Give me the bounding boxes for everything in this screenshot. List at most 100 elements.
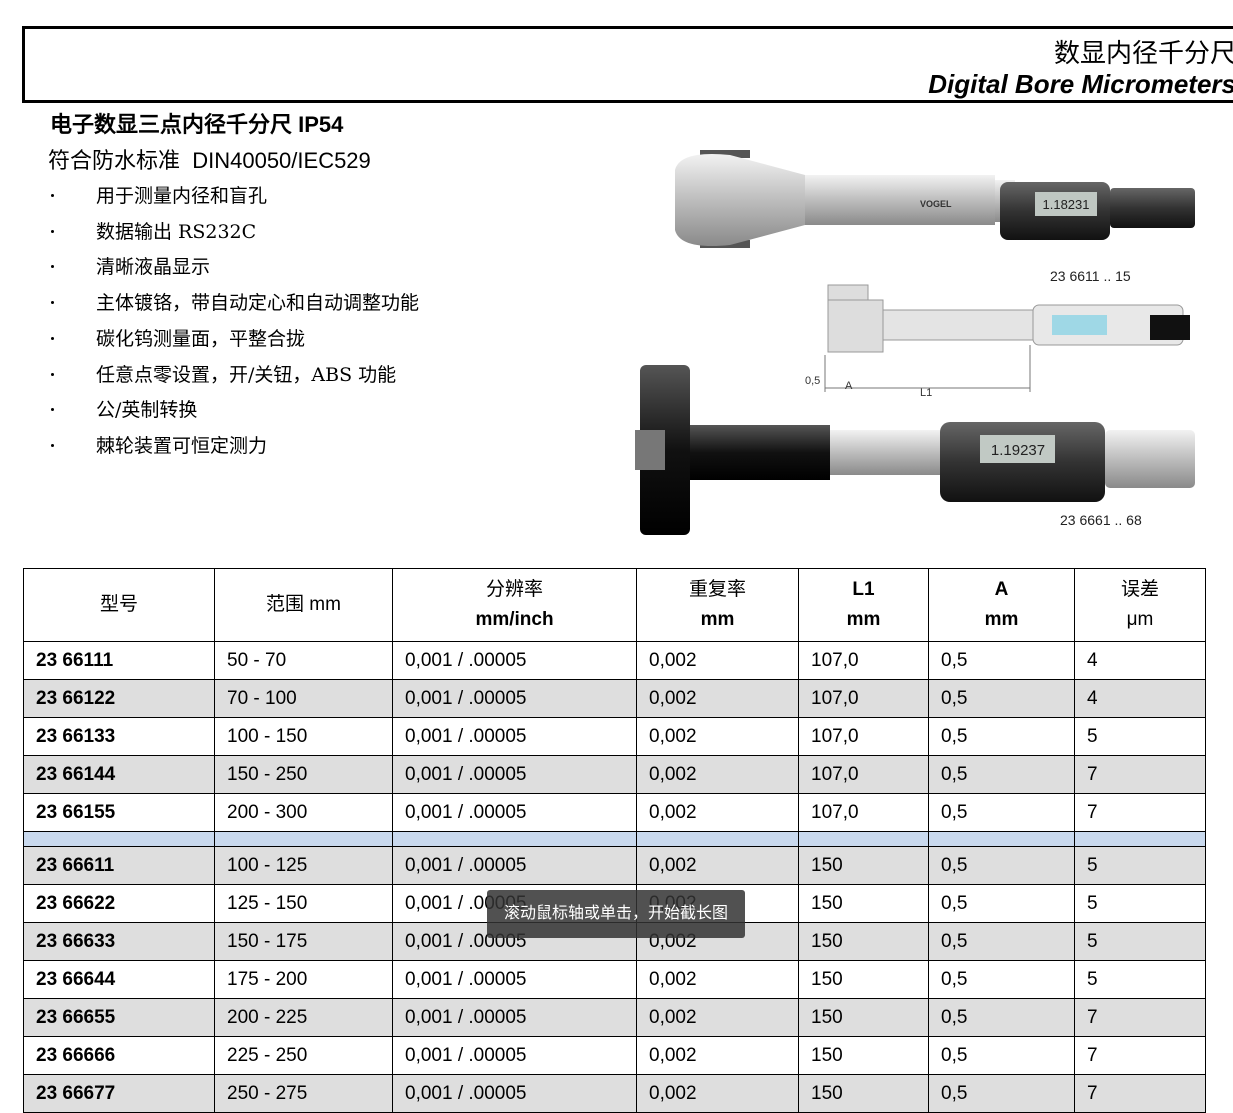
bullet-dot	[51, 336, 54, 340]
table-cell: 5	[1074, 717, 1206, 756]
model-cell: 23 66122	[23, 679, 215, 718]
header-line: L1	[852, 579, 875, 600]
table-cell: 100 - 125	[214, 846, 393, 885]
table-cell: 0,001 / .00005	[392, 755, 637, 794]
table-cell: 0,002	[636, 960, 799, 999]
table-cell: 107,0	[798, 793, 929, 832]
table-cell: 225 - 250	[214, 1036, 393, 1075]
dim-value: 0,5	[805, 375, 820, 387]
table-cell: 7	[1074, 793, 1206, 832]
model-cell: 23 66611	[23, 846, 215, 885]
table-cell: 0,001 / .00005	[392, 960, 637, 999]
table-cell: 250 - 275	[214, 1074, 393, 1113]
header-line: mm	[700, 609, 735, 630]
table-cell: 4	[1074, 641, 1206, 680]
heading-code: IP54	[298, 112, 344, 137]
group-separator	[23, 831, 1206, 847]
table-cell: 0,002	[636, 846, 799, 885]
bullet-item: 清晰液晶显示	[96, 256, 211, 279]
separator-cell	[23, 831, 215, 847]
model-cell: 23 66155	[23, 793, 215, 832]
table-cell: 0,001 / .00005	[392, 641, 637, 680]
table-cell: 0,5	[928, 679, 1075, 718]
screenshot-toast[interactable]: 滚动鼠标轴或单击，开始截长图	[487, 890, 745, 938]
header-line: 误差	[1120, 579, 1159, 600]
table-cell: 0,5	[928, 846, 1075, 885]
bullet-dot	[51, 194, 54, 197]
bullet-item: 数据输出 RS232C	[96, 220, 257, 243]
table-row: 23 66644 175 - 200 0,001 / .00005 0,002 150 0…	[23, 960, 1206, 999]
table-cell: 0,5	[928, 755, 1075, 794]
separator-cell	[392, 831, 637, 847]
table-cell: 0,5	[928, 1074, 1075, 1113]
table-cell: 5	[1074, 884, 1206, 923]
table-cell: 0,002	[636, 755, 799, 794]
image-label: 23 6661 .. 68	[1060, 512, 1142, 528]
table-row: 23 66611 100 - 125 0,001 / .00005 0,002 150 0…	[23, 846, 1206, 885]
table-cell: 0,002	[636, 1074, 799, 1113]
table-cell: 7	[1074, 755, 1206, 794]
bullet-item: 任意点零设置，开/关钮，ABS 功能	[96, 363, 397, 386]
micrometer-3: 1.19237	[635, 365, 1195, 535]
model-cell: 23 66633	[23, 922, 215, 961]
bullet-item: 公/英制转换	[96, 399, 198, 422]
table-cell: 150	[798, 1036, 929, 1075]
table-cell: 7	[1074, 1074, 1206, 1113]
table-cell: 0,002	[636, 641, 799, 680]
header-box: 数显内径千分尺 Digital Bore Micrometers	[22, 26, 1233, 103]
header-line: A	[994, 579, 1009, 600]
header-line: 范围 mm	[266, 594, 341, 615]
model-cell: 23 66111	[23, 641, 215, 680]
column-header: 误差 μm	[1074, 568, 1206, 642]
separator-cell	[214, 831, 393, 847]
table-cell: 150	[798, 1074, 929, 1113]
table-row: 23 66655 200 - 225 0,001 / .00005 0,002 150 0…	[23, 998, 1206, 1037]
table-cell: 150	[798, 960, 929, 999]
separator-cell	[1074, 831, 1206, 847]
bullet-item: 用于测量内径和盲孔	[96, 185, 268, 207]
table-cell: 125 - 150	[214, 884, 393, 923]
table-cell: 200 - 300	[214, 793, 393, 832]
separator-cell	[798, 831, 929, 847]
separator-cell	[928, 831, 1075, 847]
table-cell: 0,001 / .00005	[392, 1074, 637, 1113]
model-cell: 23 66622	[23, 884, 215, 923]
model-cell: 23 66666	[23, 1036, 215, 1075]
table-cell: 7	[1074, 998, 1206, 1037]
table-cell: 150 - 250	[214, 755, 393, 794]
table-cell: 0,002	[636, 998, 799, 1037]
header-line: 分辨率	[485, 579, 543, 600]
table-cell: 0,002	[636, 717, 799, 756]
image-label: 23 6611 .. 15	[1050, 268, 1131, 284]
table-cell: 107,0	[798, 717, 929, 756]
table-cell: 4	[1074, 679, 1206, 718]
table-cell: 0,001 / .00005	[392, 998, 637, 1037]
table-cell: 100 - 150	[214, 717, 393, 756]
bullet-dot	[51, 443, 54, 447]
table-cell: 0,001 / .00005	[392, 717, 637, 756]
table-cell: 50 - 70	[214, 641, 393, 680]
table-row: 23 66111 50 - 70 0,001 / .00005 0,002 107,0 0…	[23, 641, 1206, 680]
table-row: 23 66666 225 - 250 0,001 / .00005 0,002 150 0…	[23, 1036, 1206, 1075]
heading-text: 电子数显三点内径千分尺	[50, 112, 293, 137]
title-en: Digital Bore Micrometers	[928, 69, 1233, 99]
model-cell: 23 66144	[23, 755, 215, 794]
table-cell: 175 - 200	[214, 960, 393, 999]
table-cell: 0,002	[636, 793, 799, 832]
display-reading: 1.19237	[991, 442, 1045, 459]
bullet-dot	[51, 265, 54, 269]
bullet-dot	[51, 372, 54, 376]
table-cell: 5	[1074, 960, 1206, 999]
header-line: mm	[846, 609, 881, 630]
model-cell: 23 66133	[23, 717, 215, 756]
bullet-item: 棘轮装置可恒定测力	[96, 434, 268, 457]
table-cell: 107,0	[798, 641, 929, 680]
table-cell: 70 - 100	[214, 679, 393, 718]
table-cell: 150	[798, 922, 929, 961]
bullet-item: 碳化钨测量面，平整合拢	[96, 327, 306, 350]
bullet-dot	[51, 408, 54, 412]
table-cell: 0,5	[928, 717, 1075, 756]
model-cell: 23 66677	[23, 1074, 215, 1113]
